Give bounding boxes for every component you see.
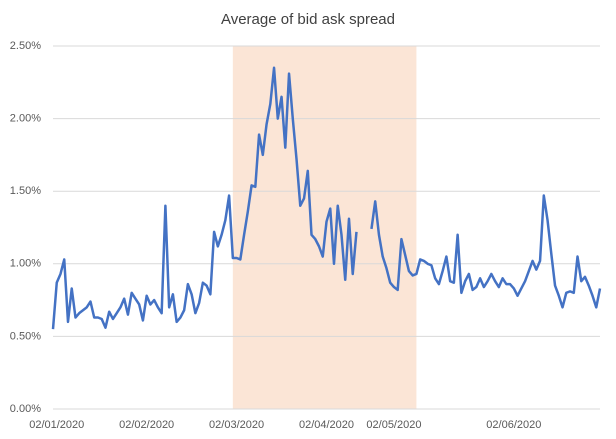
- y-tick-label: 0.50%: [10, 330, 41, 342]
- y-tick-label: 1.00%: [10, 258, 41, 270]
- x-tick-label: 02/06/2020: [486, 419, 541, 431]
- y-tick-label: 2.00%: [10, 113, 41, 125]
- y-tick-label: 2.50%: [10, 40, 41, 52]
- data-line: [51, 66, 602, 330]
- y-tick-label: 1.50%: [10, 185, 41, 197]
- x-tick-label: 02/03/2020: [209, 419, 264, 431]
- x-tick-label: 02/05/2020: [366, 419, 421, 431]
- x-tick-label: 02/02/2020: [119, 419, 174, 431]
- chart-title: Average of bid ask spread: [221, 11, 395, 28]
- y-tick-label: 0.00%: [10, 403, 41, 415]
- x-tick-label: 02/01/2020: [29, 419, 84, 431]
- x-tick-label: 02/04/2020: [299, 419, 354, 431]
